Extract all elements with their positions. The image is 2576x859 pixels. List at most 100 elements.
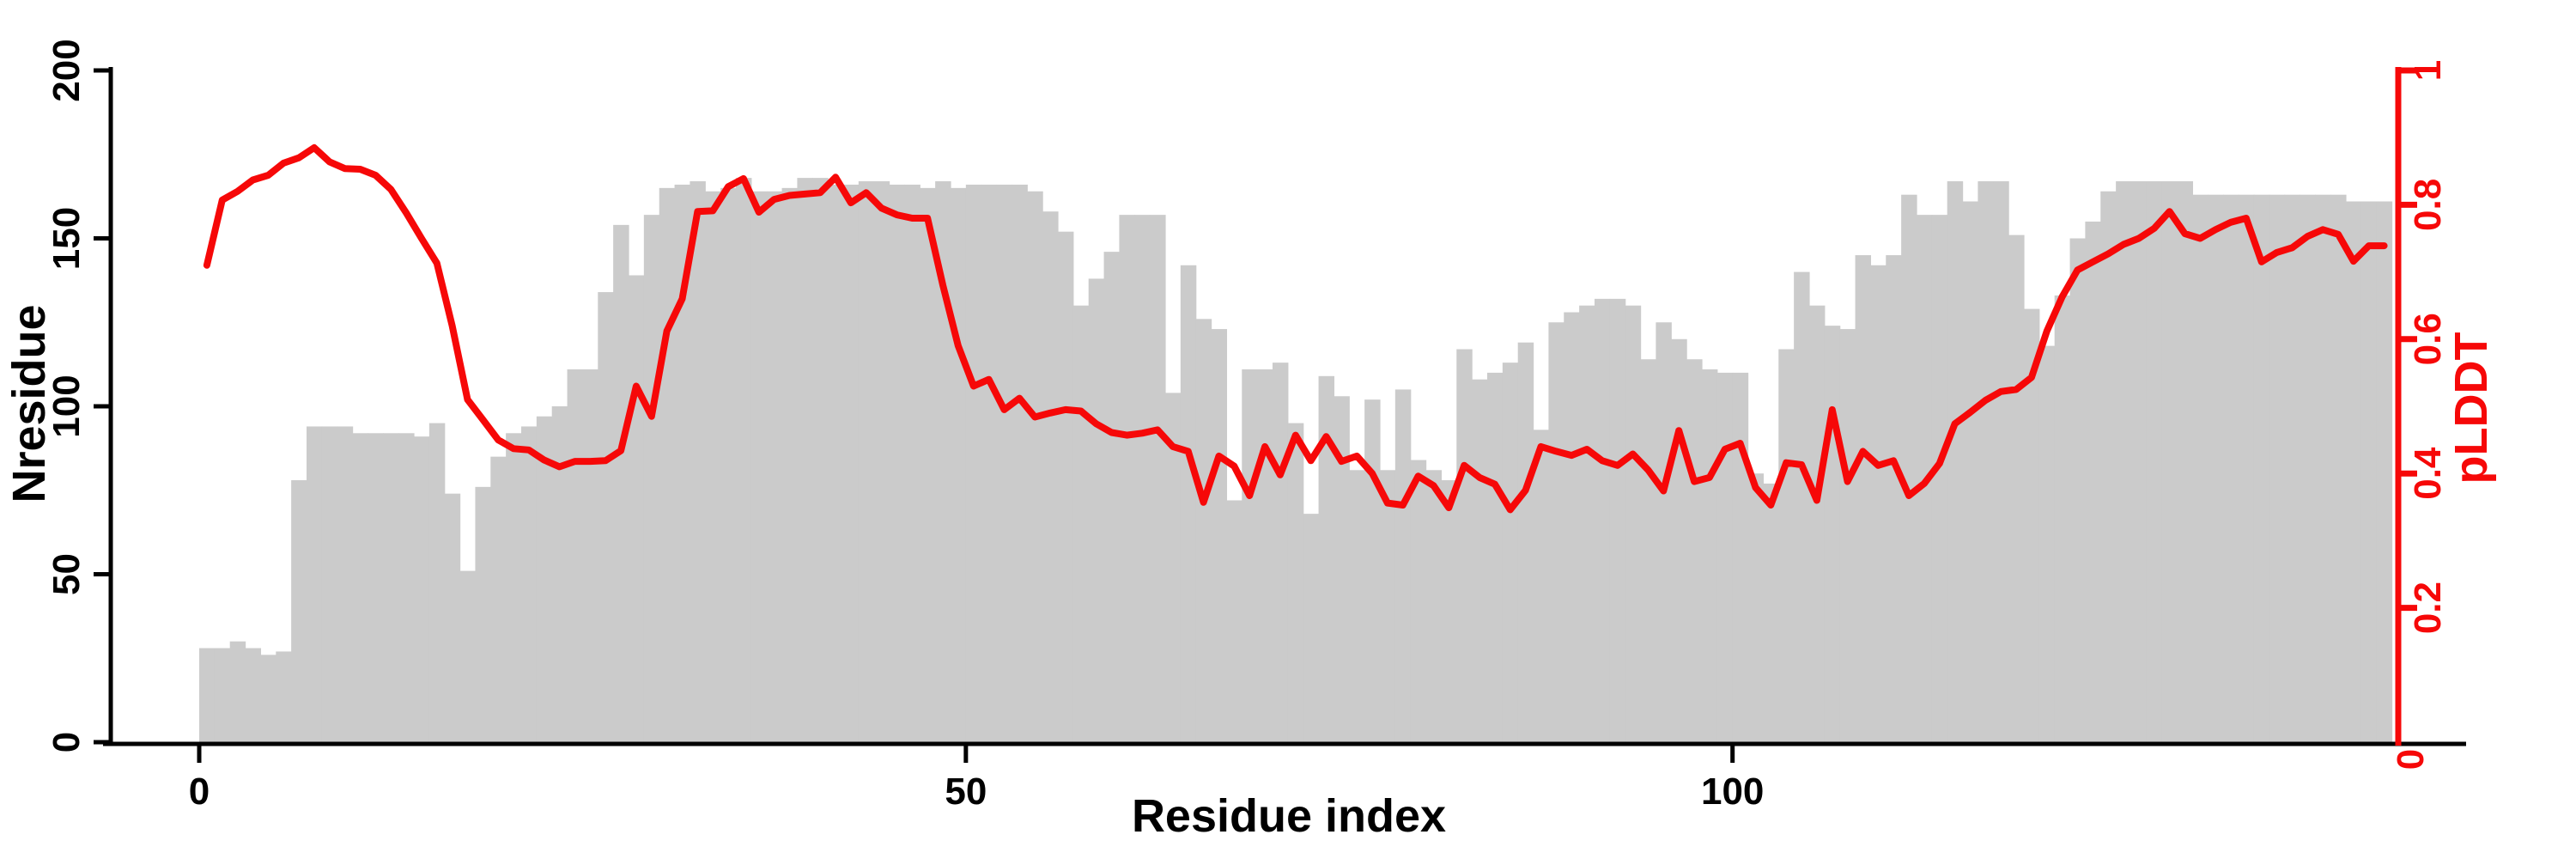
bar xyxy=(398,433,415,742)
bar xyxy=(873,181,890,742)
bar xyxy=(459,570,477,742)
bar xyxy=(1855,255,1872,742)
bar xyxy=(920,187,936,743)
bar xyxy=(1947,181,1964,742)
bar xyxy=(766,191,783,742)
bar xyxy=(1119,215,1135,742)
bar xyxy=(889,184,906,742)
bar xyxy=(1778,349,1795,742)
bar xyxy=(1656,322,1672,742)
bar xyxy=(736,178,752,742)
bar xyxy=(214,648,231,742)
bar xyxy=(2376,201,2393,743)
bar xyxy=(720,187,737,743)
bar xyxy=(1962,201,1979,743)
bar xyxy=(2345,201,2362,743)
bar xyxy=(2360,201,2378,743)
bar xyxy=(199,648,216,742)
bar xyxy=(1042,211,1059,743)
bar xyxy=(414,436,430,742)
secondary-y-axis-title: pLDDT xyxy=(2445,332,2497,484)
bar xyxy=(1808,305,1826,742)
bar xyxy=(1564,312,1580,742)
left-axis: 0 50 100 150 200 xyxy=(46,39,113,752)
bar xyxy=(750,191,768,742)
bar xyxy=(842,184,860,742)
x-axis-tick-label: 100 xyxy=(1701,771,1764,813)
bar xyxy=(521,426,538,742)
bar xyxy=(1931,215,1948,742)
bar xyxy=(2100,191,2117,742)
bar xyxy=(2284,194,2301,743)
bar xyxy=(1272,362,1289,742)
bar xyxy=(1088,278,1105,742)
bar xyxy=(1103,252,1121,742)
bar xyxy=(490,456,507,742)
bar xyxy=(1763,483,1779,742)
bar xyxy=(2223,194,2239,743)
bar xyxy=(613,224,629,742)
bar xyxy=(2177,181,2194,742)
bar xyxy=(444,493,461,742)
bar xyxy=(2161,181,2178,742)
bar xyxy=(1701,369,1718,742)
bar xyxy=(1349,470,1365,742)
bar xyxy=(1027,191,1043,742)
bar xyxy=(1517,342,1534,742)
bar xyxy=(260,655,276,742)
bar xyxy=(1410,460,1427,742)
bar xyxy=(981,184,998,742)
bar xyxy=(1732,372,1749,742)
bar xyxy=(1824,326,1841,742)
bar xyxy=(1978,181,1994,742)
bar xyxy=(1533,430,1550,742)
y-axis-title: Nresidue xyxy=(3,304,55,503)
bar xyxy=(2330,194,2347,743)
bar xyxy=(582,369,598,742)
bar xyxy=(629,275,645,742)
bar xyxy=(1379,470,1396,742)
left-axis-tick-label: 200 xyxy=(46,39,88,101)
x-axis-title: Residue index xyxy=(1132,790,1446,842)
bar xyxy=(828,184,844,742)
bar xyxy=(567,369,584,742)
left-axis-tick-label: 150 xyxy=(46,207,88,270)
bar xyxy=(1625,305,1642,742)
bar xyxy=(276,651,292,742)
bar xyxy=(1870,265,1886,742)
bar xyxy=(1609,298,1626,742)
left-axis-tick-label: 100 xyxy=(46,375,88,437)
bar xyxy=(1640,359,1657,742)
bar xyxy=(2146,181,2163,742)
bar xyxy=(1886,255,1902,742)
bar xyxy=(996,184,1013,742)
bar xyxy=(368,433,384,742)
bar xyxy=(1456,349,1473,742)
bar xyxy=(1901,194,1917,743)
bar xyxy=(904,184,920,742)
bar xyxy=(506,433,522,742)
plddt-line xyxy=(203,143,2388,514)
bar xyxy=(321,426,338,742)
bar xyxy=(2269,194,2286,743)
bar xyxy=(598,292,614,742)
bar xyxy=(1794,271,1810,743)
bar xyxy=(291,480,307,742)
bar xyxy=(690,181,706,742)
bar xyxy=(1579,305,1595,742)
bar xyxy=(1226,500,1242,742)
bar xyxy=(781,187,799,743)
bar xyxy=(1472,379,1488,742)
bar xyxy=(352,433,369,742)
bar xyxy=(1012,184,1028,742)
bar xyxy=(1548,322,1564,742)
left-axis-tick-label: 50 xyxy=(46,553,88,595)
bar xyxy=(935,181,951,742)
bar xyxy=(705,191,721,742)
bar xyxy=(307,426,323,742)
bar xyxy=(383,433,399,742)
bar xyxy=(1364,399,1381,742)
x-axis-tick-label: 50 xyxy=(945,771,987,813)
bar xyxy=(551,406,568,742)
